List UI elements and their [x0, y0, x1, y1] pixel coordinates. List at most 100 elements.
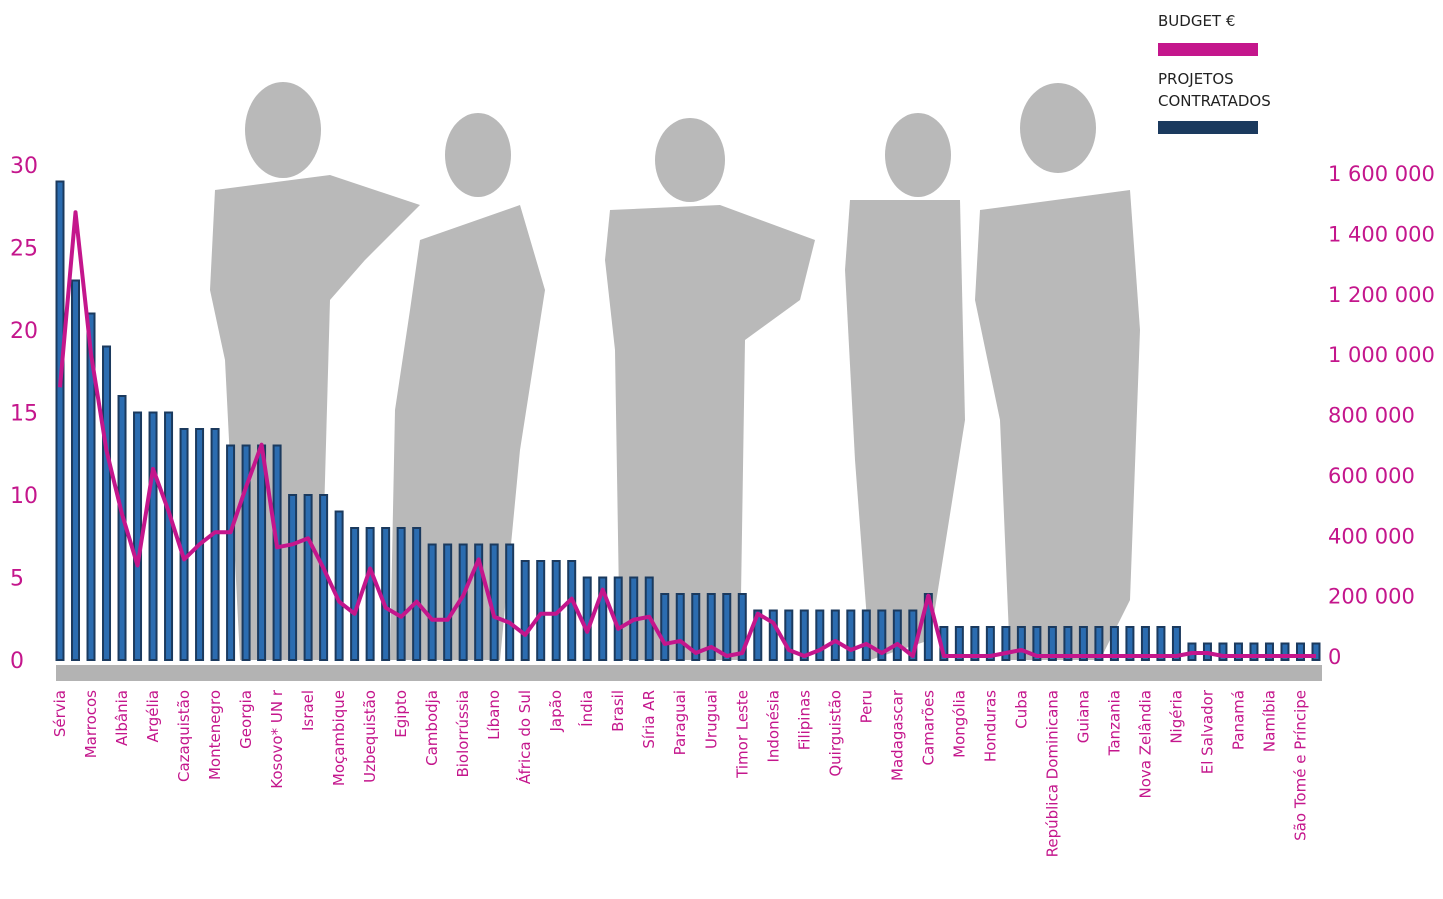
y-tick-label: 15: [10, 402, 38, 427]
x-tick-label: Índia: [577, 690, 596, 727]
x-tick-label: Sérvia: [51, 690, 69, 737]
chart: 0 5 10 15 20 25 30 0 200 000 400 000 600 000 800 00…: [0, 0, 1443, 899]
x-tick-label: Brasil: [609, 690, 627, 732]
legend-label: PROJETOS CONTRATADOS: [1158, 68, 1318, 112]
y2-tick-label: 200 000: [1328, 585, 1415, 609]
x-tick-label: Egipto: [392, 690, 410, 738]
x-tick-label: Cazaquistão: [175, 690, 193, 782]
bar: [522, 561, 529, 660]
x-tick-label: Líbano: [485, 690, 503, 740]
bar: [382, 528, 389, 660]
legend-label: BUDGET €: [1158, 10, 1318, 32]
x-tick-label: Panamá: [1229, 690, 1247, 750]
x-tick-label: Cambodja: [423, 690, 441, 766]
x-tick-label: Argélia: [144, 690, 162, 742]
bar: [894, 611, 901, 661]
y-tick-label: 20: [10, 319, 38, 344]
bar: [289, 495, 296, 660]
y2-tick-label: 1 000 000: [1328, 343, 1435, 367]
bar: [398, 528, 405, 660]
x-tick-label: Síria AR: [640, 690, 658, 749]
silhouettes: [210, 82, 1140, 660]
bar: [661, 594, 668, 660]
x-tick-label: Peru: [857, 690, 875, 723]
y2-tick-label: 1 400 000: [1328, 222, 1435, 246]
bar: [150, 413, 157, 661]
bar: [537, 561, 544, 660]
x-tick-label: Israel: [299, 690, 317, 731]
x-tick-label: Uzbequistão: [361, 690, 379, 783]
bar: [429, 545, 436, 661]
x-tick-label: Tanzania: [1105, 690, 1123, 756]
x-tick-label: Moçambique: [330, 690, 348, 786]
x-tick-label: Timor Leste: [733, 690, 751, 779]
x-tick-label: Japão: [547, 690, 565, 733]
bar: [305, 495, 312, 660]
x-tick-label: Quirguistão: [826, 690, 844, 777]
bar: [584, 578, 591, 661]
x-tick-label: Madagascar: [888, 689, 906, 781]
bar: [336, 512, 343, 661]
bar: [72, 281, 79, 661]
x-tick-label: Honduras: [981, 690, 999, 762]
bar: [134, 413, 141, 661]
x-tick-label: Marrocos: [82, 690, 100, 758]
bar: [165, 413, 172, 661]
bar: [1018, 627, 1025, 660]
x-tick-label: Montenegro: [206, 690, 224, 780]
bar: [677, 594, 684, 660]
y-tick-label: 30: [10, 154, 38, 179]
y-tick-label: 25: [10, 237, 38, 262]
y2-tick-label: 800 000: [1328, 404, 1415, 428]
bar: [413, 528, 420, 660]
x-tick-label: Cuba: [1012, 690, 1030, 729]
bar: [863, 611, 870, 661]
legend-swatch: [1158, 121, 1258, 134]
x-tick-label: Nova Zelândia: [1136, 690, 1154, 799]
x-tick-label: El Salvador: [1198, 689, 1216, 774]
bar: [227, 446, 234, 661]
bar: [274, 446, 281, 661]
baseline: [56, 665, 1322, 681]
x-tick-label: Indonésia: [764, 690, 782, 763]
bar: [770, 611, 777, 661]
bar: [801, 611, 808, 661]
bar: [568, 561, 575, 660]
bar: [832, 611, 839, 661]
x-tick-label: Kosovo* UN r: [268, 689, 286, 789]
y2-tick-label: 0: [1328, 645, 1341, 669]
y2-tick-label: 1 600 000: [1328, 162, 1435, 186]
bar: [351, 528, 358, 660]
bar: [212, 429, 219, 660]
bar: [847, 611, 854, 661]
legend-swatch: [1158, 43, 1258, 56]
bar: [367, 528, 374, 660]
y-tick-label: 10: [10, 484, 38, 509]
x-tick-label: África do Sul: [515, 690, 534, 784]
bar: [723, 594, 730, 660]
bar: [103, 347, 110, 661]
x-tick-label: Biolorrússia: [454, 690, 472, 778]
x-tick-label: Mongólia: [950, 690, 968, 758]
x-tick-label: Georgia: [237, 690, 255, 749]
x-tick-label: Namíbia: [1260, 690, 1278, 752]
y2-tick-label: 600 000: [1328, 464, 1415, 488]
bar: [181, 429, 188, 660]
page: 0 5 10 15 20 25 30 0 200 000 400 000 600 000 800 00…: [0, 0, 1443, 899]
x-tick-label: República Dominicana: [1043, 690, 1061, 857]
x-tick-label: Guiana: [1074, 690, 1092, 743]
bar: [444, 545, 451, 661]
x-tick-label: Paraguai: [671, 690, 689, 755]
x-tick-label: Camarões: [919, 690, 937, 766]
y-tick-label: 5: [10, 567, 24, 592]
y-tick-label: 0: [10, 649, 24, 674]
y2-tick-label: 1 200 000: [1328, 283, 1435, 307]
bar: [258, 446, 265, 661]
x-tick-label: São Tomé e Príncipe: [1291, 690, 1309, 841]
x-tick-label: Filipinas: [795, 690, 813, 750]
x-tick-label: Albânia: [113, 690, 131, 746]
bar: [506, 545, 513, 661]
y2-tick-label: 400 000: [1328, 524, 1415, 548]
bar: [57, 182, 64, 661]
x-tick-label: Uruguai: [702, 690, 720, 749]
